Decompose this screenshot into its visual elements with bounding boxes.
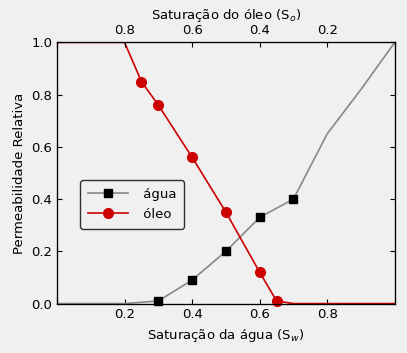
X-axis label: Saturação do óleo (S$_o$): Saturação do óleo (S$_o$) — [151, 7, 301, 24]
Y-axis label: Permeabilidade Relativa: Permeabilidade Relativa — [13, 92, 26, 253]
Legend:  água,  óleo: água, óleo — [81, 180, 184, 228]
X-axis label: Saturação da água (S$_w$): Saturação da água (S$_w$) — [147, 327, 304, 344]
